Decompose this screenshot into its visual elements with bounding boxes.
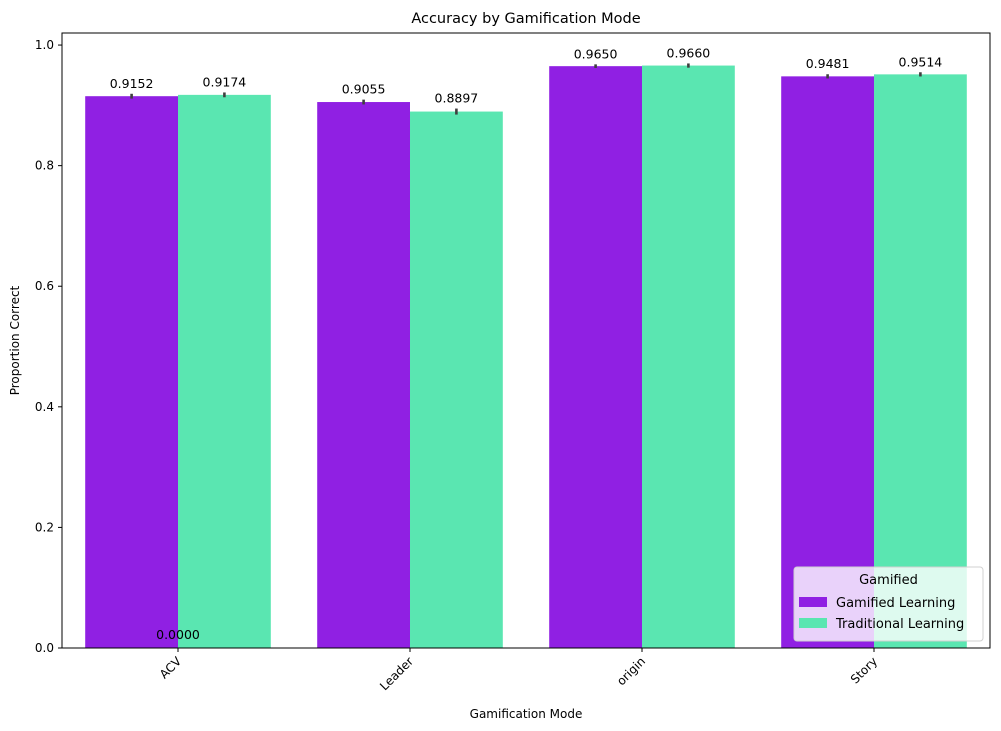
x-tick-label: ACV <box>157 654 185 682</box>
y-tick-label: 0.2 <box>35 520 54 534</box>
x-tick-label: Leader <box>377 654 416 693</box>
legend-title: Gamified <box>859 573 918 588</box>
y-tick-label: 0.0 <box>35 641 54 655</box>
bar-story-traditional <box>874 74 967 649</box>
x-axis: ACV Leader origin Story <box>157 648 880 693</box>
bar-leader-traditional <box>410 111 503 648</box>
bar-origin-gamified <box>549 66 642 649</box>
legend-box <box>793 566 984 642</box>
bar-story-gamified <box>781 76 874 649</box>
data-label: 0.9152 <box>110 76 154 91</box>
zero-annotation: 0.0000 <box>156 627 200 642</box>
bars-layer <box>85 65 967 649</box>
y-tick-label: 0.6 <box>35 279 54 293</box>
bar-leader-gamified <box>317 102 410 649</box>
data-label: 0.9650 <box>574 46 618 61</box>
data-label: 0.9514 <box>899 54 943 69</box>
y-axis-title: Proportion Correct <box>8 285 22 395</box>
y-tick-label: 0.4 <box>35 400 54 414</box>
data-label: 0.9055 <box>342 82 386 97</box>
y-tick-label: 0.8 <box>35 159 54 173</box>
y-tick-label: 1.0 <box>35 38 54 52</box>
data-label: 0.8897 <box>435 91 479 106</box>
x-axis-title: Gamification Mode <box>470 707 583 721</box>
legend-swatch <box>799 597 827 607</box>
data-label: 0.9481 <box>806 56 850 71</box>
legend: Gamified Gamified Learning Traditional Lea… <box>793 566 984 642</box>
data-label: 0.9660 <box>667 45 711 60</box>
bar-acv-traditional <box>178 94 271 649</box>
y-axis: 0.0 0.2 0.4 0.6 0.8 1.0 <box>35 38 62 655</box>
data-label: 0.9174 <box>203 74 247 89</box>
chart-title: Accuracy by Gamification Mode <box>411 11 640 27</box>
plot-frame <box>61 32 991 649</box>
legend-label: Gamified Learning <box>836 596 955 611</box>
x-tick-label: origin <box>614 654 648 688</box>
x-tick-label: Story <box>848 654 880 686</box>
data-labels-layer: 0.9152 0.9055 0.9650 0.9481 0.9174 0.8897 0.96… <box>110 45 943 642</box>
legend-label: Traditional Learning <box>835 617 964 632</box>
bar-origin-traditional <box>642 65 735 648</box>
legend-swatch <box>799 618 827 628</box>
bar-acv-gamified <box>85 96 178 648</box>
errorbars-layer <box>130 63 922 115</box>
